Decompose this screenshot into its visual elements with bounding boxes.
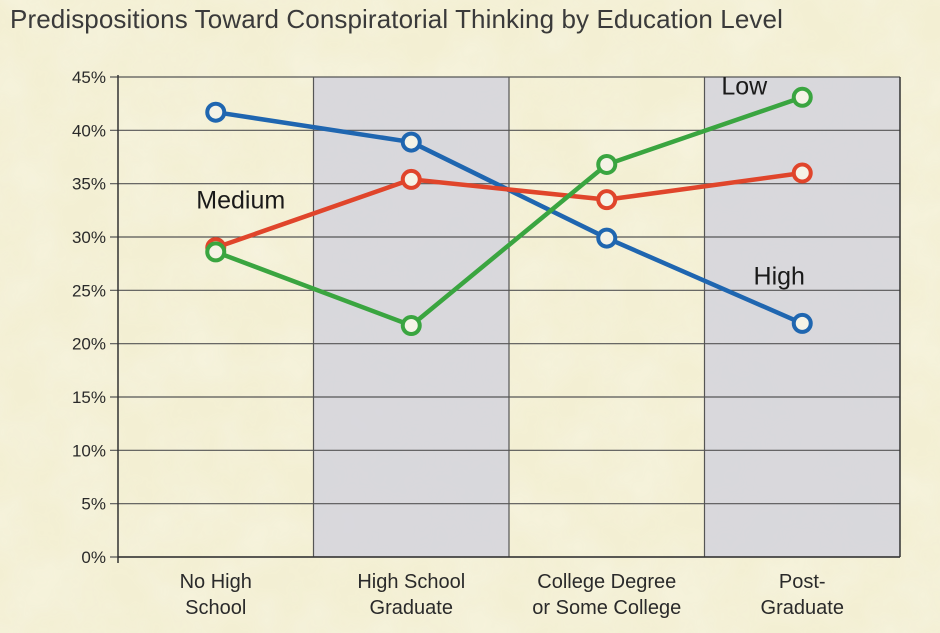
x-tick-label: Post- xyxy=(779,571,826,593)
x-tick-label: No High xyxy=(180,571,252,593)
x-tick-label: or Some College xyxy=(532,597,681,619)
y-tick-label: 30% xyxy=(72,228,106,247)
y-tick-label: 20% xyxy=(72,335,106,354)
data-point-low xyxy=(596,153,618,175)
data-point-high xyxy=(596,227,618,249)
x-tick-label: Graduate xyxy=(761,597,844,619)
series-label-medium: Medium xyxy=(196,187,285,215)
x-tick-label: College Degree xyxy=(537,571,676,593)
data-point-medium xyxy=(400,168,422,190)
series-line-medium xyxy=(215,170,803,250)
data-point-high xyxy=(791,312,813,334)
y-tick-label: 0% xyxy=(81,548,106,567)
series-label-low: Low xyxy=(721,72,768,100)
data-point-high xyxy=(400,131,422,153)
y-tick-label: 10% xyxy=(72,441,106,460)
data-point-low xyxy=(791,86,813,108)
series-label-high: High xyxy=(754,262,805,290)
x-tick-label: High School xyxy=(357,571,465,593)
data-point-low xyxy=(400,315,422,337)
data-point-medium xyxy=(791,162,813,184)
y-tick-label: 40% xyxy=(72,121,106,140)
y-tick-label: 25% xyxy=(72,281,106,300)
y-tick-label: 5% xyxy=(81,495,106,514)
data-point-low xyxy=(205,241,227,263)
y-tick-label: 15% xyxy=(72,388,106,407)
data-point-high xyxy=(205,101,227,123)
chart-title: Predispositions Toward Conspiratorial Th… xyxy=(10,4,783,34)
x-tick-label: School xyxy=(185,597,246,619)
series-line-low xyxy=(214,95,803,328)
y-tick-label: 45% xyxy=(72,68,106,87)
y-tick-label: 35% xyxy=(72,175,106,194)
x-tick-label: Graduate xyxy=(370,597,453,619)
data-point-medium xyxy=(596,189,618,211)
